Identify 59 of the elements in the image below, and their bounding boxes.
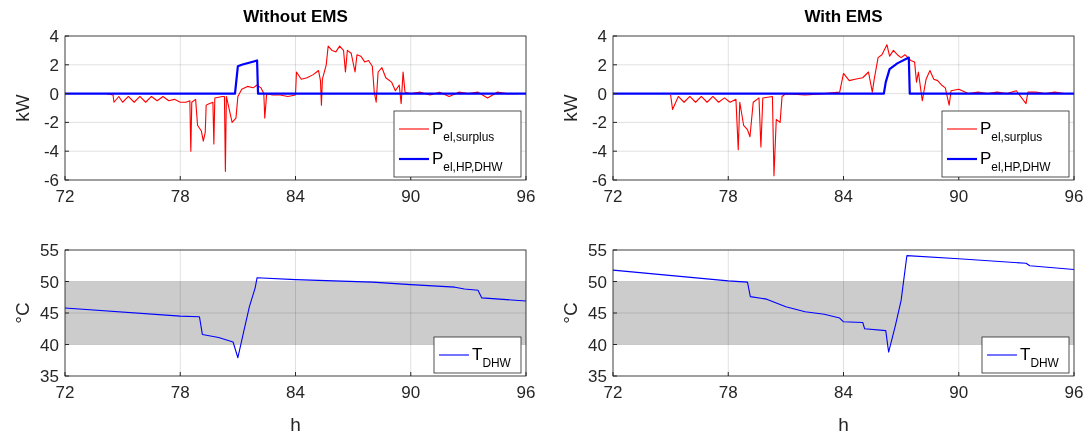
x-tick-label: 78 bbox=[718, 187, 738, 206]
legend-label: T$_{DHW}$ bbox=[1020, 345, 1060, 370]
y-tick-label: -4 bbox=[591, 142, 607, 162]
y-axis-title: kW bbox=[12, 94, 33, 122]
line-series bbox=[611, 56, 1076, 95]
y-tick-label: 50 bbox=[588, 272, 607, 292]
legend-label: P$_{el,HP,DHW}$ bbox=[980, 149, 1052, 174]
y-axis-title: °C bbox=[560, 302, 581, 324]
x-tick-label: 90 bbox=[401, 187, 421, 206]
x-tick-label: 90 bbox=[949, 383, 969, 402]
y-axis-title: kW bbox=[560, 94, 581, 122]
y-tick-label: 55 bbox=[40, 241, 59, 260]
x-tick-label: 84 bbox=[834, 187, 853, 206]
y-tick-label: 40 bbox=[40, 335, 59, 355]
y-tick-label: -6 bbox=[43, 171, 59, 190]
x-tick-label: 96 bbox=[516, 187, 536, 206]
legend-label: P$_{el,HP,DHW}$ bbox=[432, 149, 504, 174]
x-tick-label: 78 bbox=[718, 383, 738, 402]
x-tick-label: 90 bbox=[401, 383, 421, 402]
x-tick-label: 72 bbox=[603, 383, 623, 402]
y-tick-label: 2 bbox=[597, 55, 607, 75]
x-tick-label: 72 bbox=[55, 187, 75, 206]
y-axis-title: °C bbox=[12, 302, 33, 324]
y-tick-label: 40 bbox=[588, 335, 607, 355]
line-series bbox=[63, 59, 528, 95]
x-tick-label: 72 bbox=[603, 187, 623, 206]
y-tick-label: 45 bbox=[40, 304, 59, 323]
x-axis-title: h bbox=[838, 414, 849, 435]
y-tick-label: 35 bbox=[588, 367, 607, 386]
legend-label: P$_{el,surplus}$ bbox=[980, 119, 1043, 144]
chart-title: With EMS bbox=[804, 7, 883, 26]
legend-label: T$_{DHW}$ bbox=[472, 345, 512, 370]
y-tick-label: 0 bbox=[597, 84, 607, 104]
x-tick-label: 84 bbox=[286, 383, 305, 402]
x-tick-label: 96 bbox=[1064, 187, 1084, 206]
x-tick-label: 72 bbox=[55, 383, 75, 402]
y-tick-label: -2 bbox=[43, 113, 59, 133]
y-tick-label: 0 bbox=[49, 84, 59, 104]
x-tick-label: 90 bbox=[949, 187, 969, 206]
y-tick-label: 4 bbox=[49, 27, 59, 46]
x-axis-title: h bbox=[290, 414, 301, 435]
legend-label: P$_{el,surplus}$ bbox=[432, 119, 495, 144]
y-tick-label: -6 bbox=[591, 171, 607, 190]
line-series bbox=[64, 277, 527, 359]
y-tick-label: 45 bbox=[588, 304, 607, 323]
x-tick-label: 78 bbox=[170, 187, 190, 206]
y-tick-label: -4 bbox=[43, 142, 59, 162]
y-tick-label: 2 bbox=[49, 55, 59, 75]
x-tick-label: 78 bbox=[170, 383, 190, 402]
y-tick-label: -2 bbox=[591, 113, 607, 133]
chart-title: Without EMS bbox=[243, 7, 348, 26]
x-tick-label: 84 bbox=[286, 187, 305, 206]
y-tick-label: 50 bbox=[40, 272, 59, 292]
y-tick-label: 4 bbox=[597, 27, 607, 46]
y-tick-label: 35 bbox=[40, 367, 59, 386]
y-tick-label: 55 bbox=[588, 241, 607, 260]
x-tick-label: 84 bbox=[834, 383, 853, 402]
x-tick-label: 96 bbox=[1064, 383, 1084, 402]
x-tick-label: 96 bbox=[516, 383, 536, 402]
